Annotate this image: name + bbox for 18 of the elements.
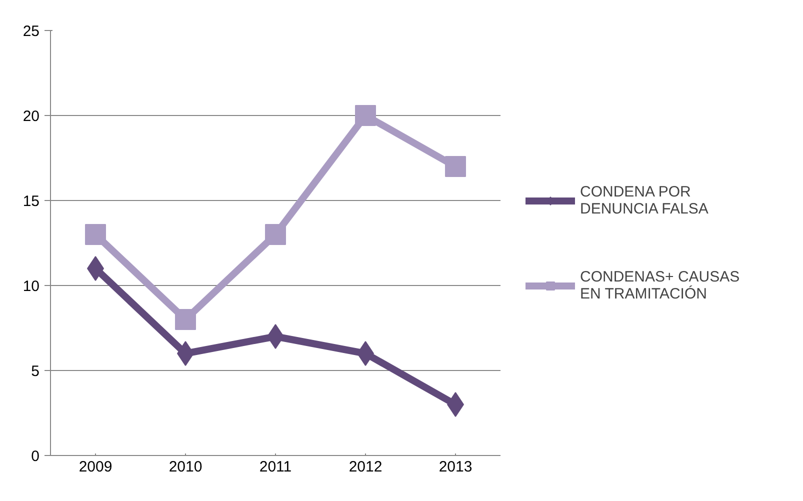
legend-label: CONDENA POR DENUNCIA FALSA — [580, 182, 708, 219]
y-tick-label: 20 — [22, 108, 40, 125]
point — [265, 224, 286, 245]
x-tick-label: 2013 — [438, 458, 472, 476]
y-tick-label: 5 — [31, 363, 40, 380]
x-tick-label: 2009 — [78, 458, 112, 476]
y-tick-label: 0 — [31, 448, 40, 465]
y-tick-label: 25 — [22, 23, 40, 40]
x-tick-label: 2012 — [348, 458, 382, 476]
y-tick-label: 15 — [22, 193, 40, 210]
y-tick-label: 10 — [22, 278, 40, 295]
point — [355, 105, 376, 126]
x-tick-label: 2011 — [259, 458, 292, 476]
x-tick-label: 2010 — [168, 458, 202, 476]
point — [445, 156, 466, 177]
point — [85, 224, 106, 245]
legend-label: CONDENAS+ CAUSAS EN TRAMITACIÓN — [580, 267, 740, 304]
point — [175, 309, 196, 330]
